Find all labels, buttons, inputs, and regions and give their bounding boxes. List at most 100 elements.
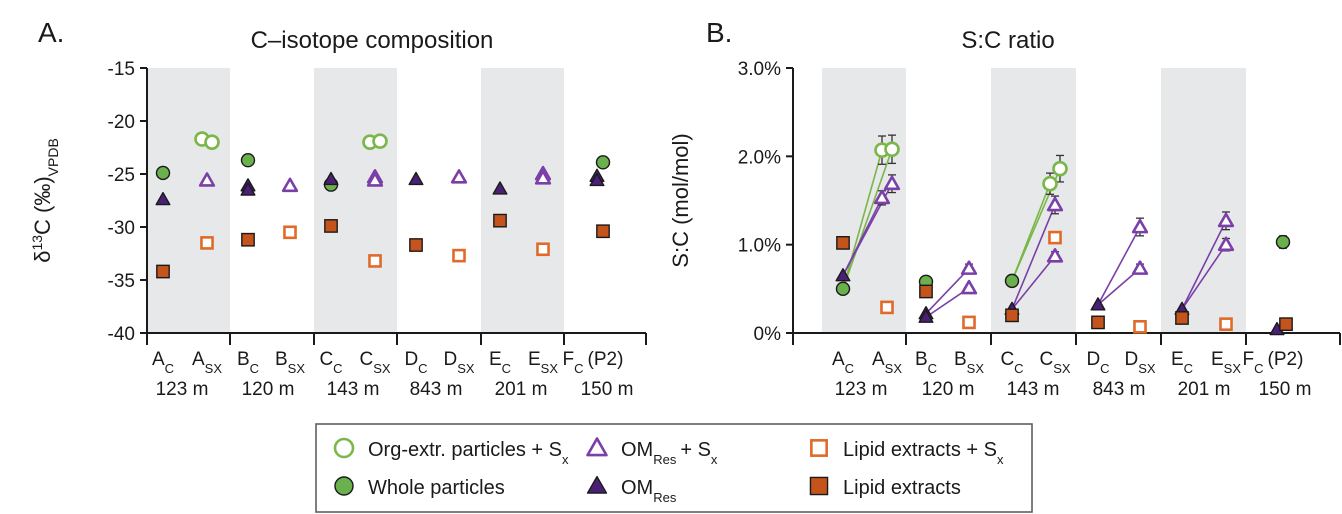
x-category-sub: SX	[1053, 361, 1071, 376]
data-point-om	[155, 191, 171, 206]
legend-label-sub: Res	[653, 490, 677, 505]
x-category-sub: SX	[967, 361, 985, 376]
x-category-label: CSX	[1039, 349, 1070, 376]
x-category-sub: SX	[288, 361, 306, 376]
data-point-lipid_sx	[1048, 230, 1062, 245]
x-category-letter: F	[563, 349, 575, 370]
legend-label: Lipid extracts + Sx	[843, 439, 1004, 467]
x-group-depth: 120 m	[922, 379, 975, 400]
data-point-lipid	[493, 213, 507, 228]
x-group-depth: 201 m	[1178, 379, 1231, 400]
y-axis-label-part: C (‰)	[30, 176, 55, 235]
data-point-whole	[1004, 273, 1020, 289]
x-category-letter: C	[319, 349, 333, 370]
data-point-whole	[1275, 234, 1291, 250]
x-category-letter: E	[1171, 349, 1184, 370]
data-point-org_sx	[1052, 160, 1068, 177]
x-category-label: ESX	[1211, 349, 1241, 376]
y-axis-label-sup: 13	[29, 235, 45, 251]
legend-label-sub: x	[711, 452, 718, 467]
data-point-lipid	[409, 238, 423, 252]
x-category-sub: C	[574, 361, 583, 376]
legend-marker-whole	[334, 476, 354, 496]
connector-line	[1097, 226, 1141, 306]
data-point-whole	[155, 165, 171, 181]
data-point-lipid_sx	[1133, 319, 1147, 334]
data-point-om	[492, 181, 508, 195]
data-point-lipid_sx	[880, 300, 894, 315]
x-category-label: AC	[152, 349, 174, 376]
legend: Org-extr. particles + Sx Whole particles O…	[315, 423, 1033, 513]
x-category-sub: C	[1254, 361, 1263, 376]
legend-label-tail: + S	[680, 439, 711, 461]
data-point-lipid	[156, 264, 170, 279]
legend-label: Lipid extracts	[843, 477, 961, 499]
legend-label: Whole particles	[368, 477, 505, 499]
data-point-org_sx	[884, 141, 900, 158]
x-category-label: BSX	[954, 349, 984, 376]
legend-label-text: OM	[621, 477, 653, 499]
x-group-depth: 843 m	[410, 379, 463, 400]
legend-label-text: Whole particles	[368, 477, 505, 499]
x-category-sub: C	[928, 361, 937, 376]
x-category-label: ESX	[528, 349, 558, 376]
x-category-sub: C	[165, 361, 174, 376]
connector-line	[1011, 255, 1056, 310]
data-point-lipid	[1091, 315, 1105, 330]
data-point-om	[323, 171, 339, 186]
legend-label: Org-extr. particles + Sx	[368, 439, 569, 467]
y-axis-label: δ13C (‰)VPDB	[29, 138, 61, 263]
data-point-om_sx	[1217, 212, 1235, 228]
data-point-om	[918, 309, 934, 323]
y-tick-label: 0%	[754, 324, 782, 345]
legend-label-sub: Res	[653, 452, 677, 467]
x-category-label: DSX	[443, 349, 474, 376]
x-category-letter: C	[1039, 349, 1053, 370]
panel-title: C–isotope composition	[251, 27, 494, 54]
x-category-letter: C	[1000, 349, 1014, 370]
x-category-sub: SX	[457, 361, 475, 376]
data-point-om_sx	[534, 170, 552, 185]
x-category-letter: B	[237, 349, 250, 370]
data-point-lipid_sx	[1219, 317, 1233, 331]
x-category-label: ASX	[192, 349, 222, 376]
data-point-om_sx	[281, 177, 299, 193]
x-category-sub: C	[502, 361, 511, 376]
y-tick-label: -30	[108, 218, 135, 239]
connector-line	[842, 149, 893, 290]
y-tick-label: -15	[108, 59, 135, 80]
x-category-label: FC (P2)	[563, 349, 624, 376]
panel-title: S:C ratio	[961, 27, 1054, 54]
data-point-om	[408, 171, 424, 186]
legend-label-sub: x	[562, 452, 569, 467]
x-category-label: DC	[404, 349, 427, 376]
x-group-depth: 150 m	[581, 379, 634, 400]
x-category-letter: B	[954, 349, 967, 370]
data-point-lipid_sx	[283, 225, 297, 240]
legend-marker-org_sx	[333, 437, 355, 459]
legend-label: OMRes + Sx	[621, 439, 718, 467]
data-point-om_sx	[960, 279, 978, 295]
legend-label-sub: x	[997, 452, 1004, 467]
data-point-org_sx	[372, 133, 388, 149]
y-tick-label: 3.0%	[738, 59, 781, 80]
x-category-letter: A	[872, 349, 885, 370]
x-category-letter: B	[915, 349, 928, 370]
data-point-om_sx	[450, 169, 468, 184]
data-point-lipid	[241, 232, 255, 247]
x-category-letter: D	[1086, 349, 1100, 370]
data-point-org_sx	[1042, 175, 1058, 192]
x-category-label: DC	[1086, 349, 1109, 376]
y-tick-label: 1.0%	[738, 236, 781, 257]
y-axis-label-sub: VPDB	[45, 138, 61, 176]
panel-a: -15 -20 -25 -30 -35 -40 A. C–isotope compositio…	[29, 17, 647, 400]
x-category-sub: C	[1014, 361, 1023, 376]
panel-letter: A.	[38, 17, 64, 48]
data-point-lipid_sx	[452, 248, 466, 263]
x-category-label: EC	[1171, 349, 1193, 376]
x-category-label: CC	[319, 349, 342, 376]
connector-line	[1011, 204, 1056, 310]
x-category-sub: C	[1184, 361, 1193, 376]
x-category-sub: SX	[1138, 361, 1156, 376]
data-point-lipid	[919, 284, 933, 299]
